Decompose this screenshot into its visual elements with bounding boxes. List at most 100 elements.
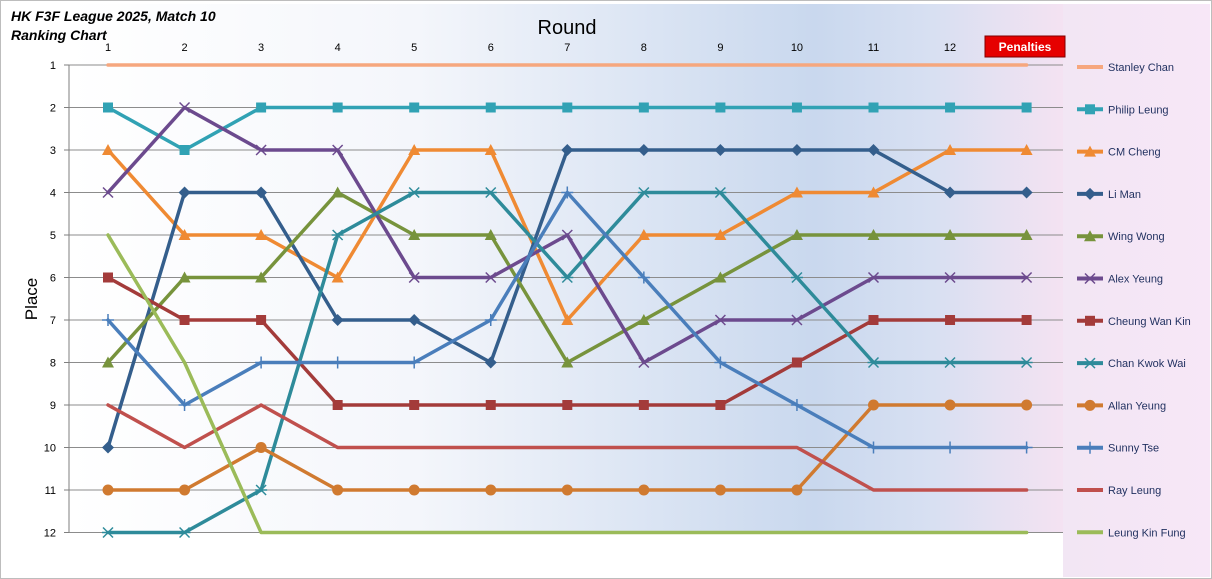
data-point [791,357,802,368]
data-point [562,102,573,113]
data-point [637,186,650,199]
data-point [1021,271,1033,284]
data-point [485,271,497,284]
data-point [790,271,803,284]
data-point [256,102,267,113]
chart-subtitle: Ranking Chart [11,27,108,43]
data-point [102,314,114,326]
data-point [714,186,727,199]
series-line [106,233,1029,535]
data-point [868,399,879,411]
x-tick-label: 11 [868,42,879,54]
data-point [255,144,267,156]
legend-item: Leung Kin Fung [1077,527,1186,539]
series-10 [102,186,1033,454]
y-tick-label: 5 [50,230,56,242]
legend-swatch-marker [1084,441,1096,454]
legend-item: Allan Yeung [1077,399,1166,412]
data-point [637,229,650,240]
data-point [637,144,650,156]
data-point [714,271,727,283]
data-point [714,356,727,369]
legend-item: Philip Leung [1077,104,1169,116]
series-2 [103,102,1032,155]
legend-swatch-marker [1084,357,1096,369]
x-axis-ticks: 1 2 3 4 5 6 7 8 9 10 11 12 [105,42,956,54]
y-tick-label: 12 [44,528,56,540]
legend-label: Ray Leung [1108,485,1161,497]
x-tick-label: 7 [564,42,570,54]
legend-item: Stanley Chan [1077,62,1174,74]
data-point [638,484,650,496]
x-tick-label: 8 [641,42,647,54]
data-point [944,399,956,411]
y-tick-label: 7 [50,315,56,327]
legend-label: Cheung Wan Kin [1108,316,1191,328]
data-point [868,102,879,113]
data-point [409,102,420,113]
data-point [561,484,573,496]
x-tick-label: 1 [105,42,111,54]
x-axis-title: Round [538,17,597,39]
data-point [408,314,421,326]
data-point [637,314,650,325]
legend-label: Wing Wong [1108,231,1165,243]
x-tick-label: 9 [717,42,723,54]
data-point [484,356,497,369]
y-tick-label: 2 [50,103,56,115]
data-point [790,229,803,240]
data-point [408,229,421,240]
data-point [715,400,726,410]
x-tick-label: 12 [944,42,956,54]
data-point [867,186,880,198]
data-point [638,400,649,410]
data-point [1021,102,1032,113]
data-point [178,229,191,240]
data-point [867,441,880,454]
data-point [714,229,727,240]
data-point [945,102,956,113]
legend-label: CM Cheng [1108,147,1161,159]
series-line [106,403,1029,492]
data-point [561,229,573,241]
data-point [179,315,190,325]
series-3 [102,144,1033,325]
legend-item: CM Cheng [1077,145,1161,159]
legend-label: Li Man [1108,189,1141,201]
legend-label: Philip Leung [1108,104,1169,116]
data-point [255,229,268,240]
data-point [255,271,268,283]
data-point [179,484,191,496]
data-point [484,144,497,155]
x-tick-label: 3 [258,42,264,54]
series-5 [102,186,1033,368]
data-point [331,229,344,241]
data-point [256,315,267,325]
data-point [944,186,957,199]
x-tick-label: 5 [411,42,417,54]
legend-item: Sunny Tse [1077,441,1159,455]
data-point [102,186,114,199]
data-point [485,484,497,496]
legend-item: Chan Kwok Wai [1077,357,1186,370]
data-point [944,144,957,155]
data-point [332,484,344,496]
data-point [791,484,803,496]
data-point [408,186,421,199]
data-point [638,356,650,369]
y-tick-label: 1 [50,60,56,72]
legend-label: Stanley Chan [1108,62,1174,74]
data-point [179,101,191,114]
data-point [178,526,191,539]
data-point [944,271,956,284]
data-point [408,484,420,496]
data-point [1020,229,1033,240]
data-point [944,229,957,240]
data-point [867,271,880,284]
data-point [714,484,726,496]
data-point [562,400,573,410]
data-point [332,144,344,156]
data-point [561,356,574,368]
x-tick-label: 4 [335,42,341,54]
